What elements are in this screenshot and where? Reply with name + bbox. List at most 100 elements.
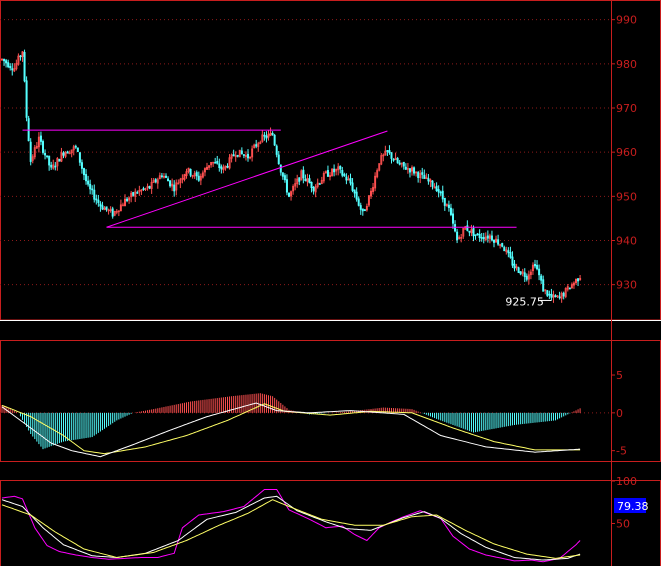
candle-body xyxy=(119,204,122,212)
candle-body xyxy=(390,152,393,159)
candle-body xyxy=(478,233,481,239)
candle-body xyxy=(419,173,422,179)
candle-body xyxy=(17,55,20,65)
candle-body xyxy=(265,135,268,139)
candle-body xyxy=(244,155,247,157)
candle-body xyxy=(394,157,397,161)
macd-pane-frame xyxy=(0,340,661,462)
candle-body xyxy=(169,180,172,187)
candle-body xyxy=(435,185,438,192)
candle-body xyxy=(115,211,118,213)
candle-body xyxy=(44,153,47,156)
candle-body xyxy=(283,175,286,181)
kdj-line-yellow xyxy=(1,499,581,559)
candle-body xyxy=(48,155,51,166)
candle-body xyxy=(197,175,200,181)
candle-body xyxy=(144,188,147,190)
y-tick-label: 930 xyxy=(616,279,637,292)
candle-body xyxy=(445,203,448,207)
candle-body xyxy=(304,178,307,181)
candle-body xyxy=(449,207,452,215)
candle-body xyxy=(474,234,477,236)
candle-body xyxy=(447,204,450,208)
candle-body xyxy=(7,62,10,68)
candle-body xyxy=(328,175,331,177)
candle-body xyxy=(337,166,340,171)
candle-body xyxy=(427,178,430,182)
candle-body xyxy=(64,152,67,157)
candle-body xyxy=(251,148,254,158)
candle-body xyxy=(302,169,305,179)
candle-body xyxy=(255,144,258,147)
candle-body xyxy=(355,191,358,200)
candle-body xyxy=(21,51,24,57)
candle-body xyxy=(431,180,434,187)
candle-body xyxy=(392,158,395,161)
candle-body xyxy=(269,132,272,136)
candle-body xyxy=(318,183,321,185)
candle-body xyxy=(275,145,278,155)
candle-body xyxy=(466,225,469,231)
kdj-value-label: 79.38 xyxy=(617,500,649,513)
candle-body xyxy=(214,162,217,164)
candle-body xyxy=(333,168,336,173)
candle-body xyxy=(99,203,102,207)
y-tick-label: 0 xyxy=(616,407,623,420)
candle-body xyxy=(527,274,530,280)
candle-body xyxy=(574,278,577,284)
low-price-label: 925.75 xyxy=(505,295,544,308)
candle-body xyxy=(408,168,411,173)
candle-body xyxy=(380,155,383,165)
trendline xyxy=(106,130,388,228)
y-tick-label: 50 xyxy=(616,518,630,531)
candle-body xyxy=(277,154,280,165)
candle-body xyxy=(156,179,159,184)
candle-body xyxy=(128,197,131,201)
candle-body xyxy=(242,154,245,156)
candle-body xyxy=(509,252,512,258)
candle-body xyxy=(572,282,575,286)
candle-body xyxy=(369,190,372,197)
candle-body xyxy=(564,288,567,297)
candle-body xyxy=(577,278,580,282)
candle-body xyxy=(220,166,223,170)
candle-body xyxy=(29,141,32,162)
candle-body xyxy=(326,170,329,177)
candle-body xyxy=(376,170,379,178)
candle-body xyxy=(83,168,86,176)
candle-body xyxy=(374,175,377,189)
y-tick-label: 980 xyxy=(616,58,637,71)
candle-body xyxy=(503,247,506,252)
candle-body xyxy=(111,208,114,217)
candle-body xyxy=(406,168,409,170)
candle-body xyxy=(548,293,551,296)
candle-body xyxy=(458,237,461,240)
candle-body xyxy=(451,213,454,224)
candle-body xyxy=(404,166,407,170)
kdj-value-badge xyxy=(614,498,646,513)
candle-body xyxy=(294,183,297,187)
candle-body xyxy=(316,182,319,187)
candle-body xyxy=(538,268,541,276)
candle-body xyxy=(490,235,493,241)
candle-body xyxy=(103,207,106,211)
candle-body xyxy=(212,161,215,164)
candle-body xyxy=(177,182,180,185)
candle-body xyxy=(423,174,426,179)
candle-body xyxy=(359,205,362,210)
candle-body xyxy=(425,176,428,180)
candle-body xyxy=(429,179,432,183)
candle-body xyxy=(0,58,3,61)
candle-body xyxy=(236,154,239,157)
candle-body xyxy=(488,235,491,239)
candle-body xyxy=(189,168,192,176)
candle-body xyxy=(470,229,473,234)
candle-body xyxy=(312,186,315,192)
candle-body xyxy=(253,144,256,148)
candle-body xyxy=(93,189,96,200)
candle-body xyxy=(76,147,79,152)
candle-body xyxy=(78,152,81,163)
candle-body xyxy=(121,204,124,207)
candle-body xyxy=(341,169,344,176)
candle-body xyxy=(372,187,375,192)
